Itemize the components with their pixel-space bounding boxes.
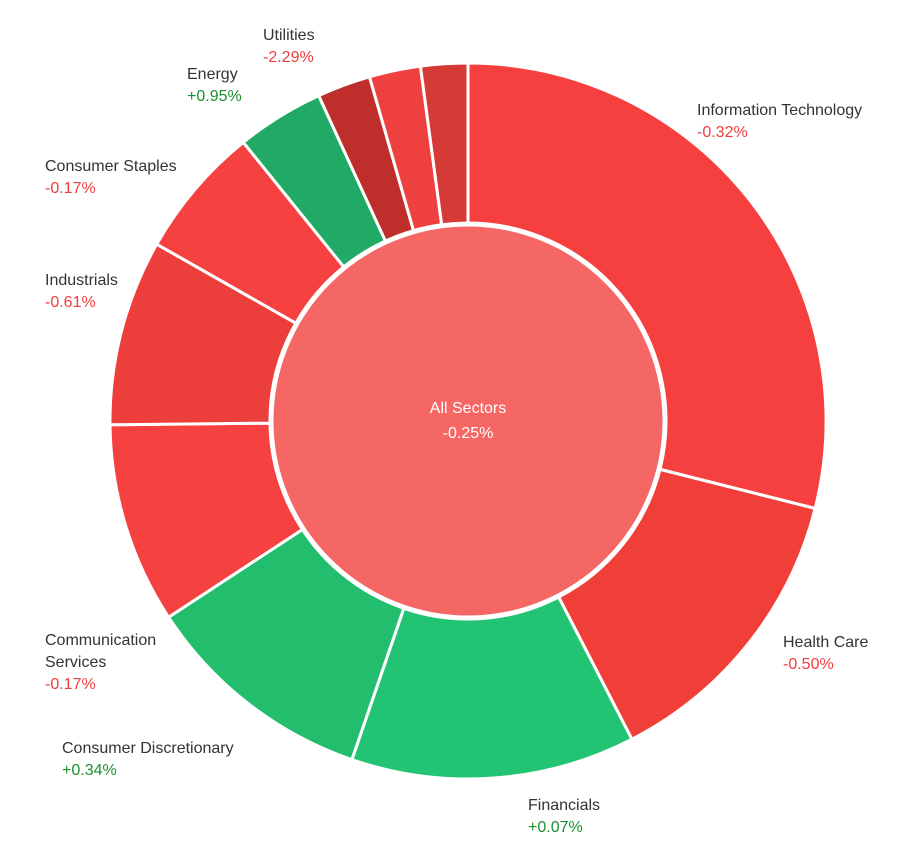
label-health-care: Health Care -0.50% (783, 634, 868, 673)
label-communication-services: Communication Services -0.17% (45, 632, 156, 693)
center-label: All Sectors (430, 400, 506, 417)
sector-name: Utilities (263, 27, 315, 44)
sector-name: Services (45, 654, 106, 671)
label-utilities: Utilities -2.29% (263, 27, 315, 66)
label-industrials: Industrials -0.61% (45, 272, 118, 311)
sector-change: -0.50% (783, 656, 834, 673)
sector-change: -0.17% (45, 676, 96, 693)
sector-change: +0.95% (187, 88, 242, 105)
sector-change: +0.34% (62, 762, 117, 779)
sector-name: Financials (528, 797, 600, 814)
slice-health-care[interactable] (557, 467, 817, 741)
sector-change: -0.61% (45, 294, 96, 311)
sector-name: Information Technology (697, 102, 862, 119)
sector-name: Health Care (783, 634, 868, 651)
sector-change: -2.29% (263, 49, 314, 66)
sector-change: -0.17% (45, 180, 96, 197)
center-circle (270, 223, 666, 619)
slice-financials[interactable] (350, 595, 634, 781)
center-value: -0.25% (443, 425, 494, 442)
sector-change: +0.07% (528, 819, 583, 836)
sector-change: -0.32% (697, 124, 748, 141)
label-consumer-discretionary: Consumer Discretionary +0.34% (62, 740, 234, 779)
sector-name: Industrials (45, 272, 118, 289)
label-financials: Financials +0.07% (528, 797, 600, 836)
label-energy: Energy +0.95% (187, 66, 242, 105)
sector-name: Consumer Discretionary (62, 740, 234, 757)
sector-name: Communication (45, 632, 156, 649)
sector-name: Consumer Staples (45, 158, 177, 175)
slice-information-technology[interactable] (466, 61, 828, 510)
sector-name: Energy (187, 66, 238, 83)
slice-unlabeled-10[interactable] (418, 61, 470, 227)
label-information-technology: Information Technology -0.32% (697, 102, 862, 141)
label-consumer-staples: Consumer Staples -0.17% (45, 158, 177, 197)
